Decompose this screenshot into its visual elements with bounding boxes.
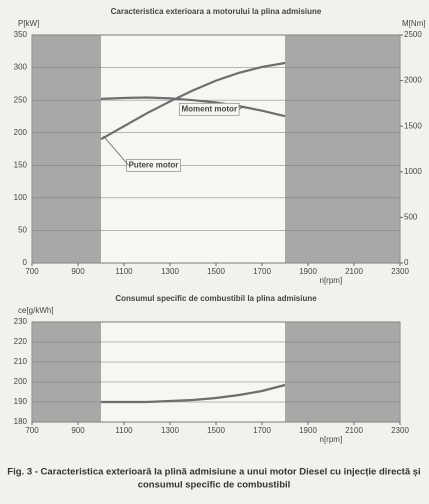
x-tick-label: 2100 — [345, 267, 363, 276]
x-tick-label: 1700 — [253, 267, 271, 276]
x-tick-label: 1300 — [161, 426, 179, 435]
shaded-range — [285, 322, 400, 422]
series-line — [100, 61, 286, 141]
y-tick-label: 150 — [14, 160, 28, 169]
series-annotation: Putere motor — [129, 160, 179, 169]
y2-tick-label: 2000 — [404, 76, 422, 85]
x-tick-label: 1900 — [299, 426, 317, 435]
y-tick-label: 100 — [14, 193, 28, 202]
y2-tick-label: 1000 — [404, 167, 422, 176]
series-line — [101, 383, 286, 404]
y2-axis-label: M[Nm] — [402, 19, 426, 28]
shaded-range — [32, 322, 101, 422]
x-tick-label: 1700 — [253, 426, 271, 435]
x-tick-label: 700 — [25, 426, 39, 435]
x-tick-label: 900 — [71, 267, 85, 276]
x-tick-label: 1900 — [299, 267, 317, 276]
x-tick-label: 2300 — [391, 426, 409, 435]
series-line — [100, 96, 286, 118]
x-tick-label: 2300 — [391, 267, 409, 276]
shaded-range — [285, 35, 400, 263]
series-annotation: Moment motor — [182, 104, 238, 113]
x-tick-label: 1100 — [115, 267, 133, 276]
caption: consumul specific de combustibil — [138, 480, 291, 491]
annotation-box — [126, 158, 181, 172]
y-tick-label: 250 — [14, 95, 28, 104]
y-tick-label: 190 — [14, 397, 28, 406]
y-tick-label: 180 — [14, 417, 28, 426]
x-tick-label: 1300 — [161, 267, 179, 276]
y-tick-label: 220 — [14, 337, 28, 346]
x-axis-label: n[rpm] — [320, 276, 343, 285]
y-axis-label: ce[g/kWh] — [18, 306, 54, 315]
chart-title: Consumul specific de combustibil la plin… — [115, 294, 317, 303]
y-tick-label: 50 — [18, 226, 27, 235]
x-axis-label: n[rpm] — [320, 435, 343, 444]
annotation-leader — [238, 106, 244, 110]
x-tick-label: 2100 — [345, 426, 363, 435]
x-tick-label: 1500 — [207, 426, 225, 435]
y-tick-label: 210 — [14, 357, 28, 366]
y-tick-label: 350 — [14, 30, 28, 39]
y2-tick-label: 500 — [404, 213, 418, 222]
shaded-range — [32, 35, 101, 263]
x-tick-label: 900 — [71, 426, 85, 435]
y-tick-label: 230 — [14, 317, 28, 326]
annotation-leader — [103, 135, 129, 166]
y2-tick-label: 1500 — [404, 121, 422, 130]
y-tick-label: 300 — [14, 63, 28, 72]
y-tick-label: 0 — [23, 258, 28, 267]
x-tick-label: 1500 — [207, 267, 225, 276]
y2-tick-label: 2500 — [404, 30, 422, 39]
y-tick-label: 200 — [14, 128, 28, 137]
y-axis-label: P[kW] — [18, 19, 39, 28]
x-tick-label: 700 — [25, 267, 39, 276]
y2-tick-label: 0 — [404, 258, 409, 267]
chart-title: Caracteristica exterioara a motorului la… — [111, 7, 322, 16]
x-tick-label: 1100 — [115, 426, 133, 435]
caption: Fig. 3 - Caracteristica exterioară la pl… — [7, 467, 420, 478]
y-tick-label: 200 — [14, 377, 28, 386]
